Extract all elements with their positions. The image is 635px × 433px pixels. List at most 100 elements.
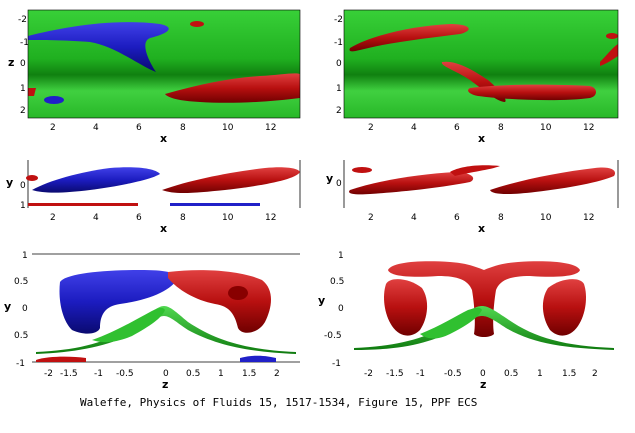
tick-label: 0 [20,181,26,191]
red-streak [490,167,616,195]
y-axis-label: y [6,176,13,189]
tick-label: 0 [480,369,486,379]
y-axis-label: y [326,172,333,185]
panel-top-left: -2 -1 0 1 2 z 2 4 6 8 10 12 x [8,9,301,145]
tick-label: 8 [180,213,186,223]
x-ticks: 2 4 6 8 10 12 [50,213,276,223]
tick-label: 6 [136,123,142,133]
x-axis-label: x [160,132,167,145]
blue-blob [44,96,64,104]
tick-label: -1 [416,369,425,379]
tick-label: 2 [20,106,26,116]
tick-label: 1.5 [562,369,576,379]
red-blob [26,175,38,181]
tick-label: 2 [368,123,374,133]
tick-label: 8 [498,123,504,133]
tick-label: 1 [336,84,342,94]
tick-label: 0 [336,59,342,69]
panel-bot-left: 1 0.5 0 0.5 -1 y -2 -1.5 -1 -0.5 0 0.5 1… [4,251,300,391]
tick-label: -0.5 [324,331,342,341]
tick-label: 2 [336,106,342,116]
tick-label: 0 [163,369,169,379]
figure-caption: Waleffe, Physics of Fluids 15, 1517-1534… [80,396,477,409]
tick-label: 10 [222,123,234,133]
tick-label: 10 [540,213,552,223]
tick-label: 0.5 [14,331,28,341]
x-axis-label: z [162,378,168,391]
red-fragment [28,88,36,96]
red-streak [450,165,500,176]
tick-label: -2 [18,15,27,25]
tick-label: 0 [20,59,26,69]
x-ticks: 2 4 6 8 10 12 [368,213,594,223]
tick-label: 12 [265,213,276,223]
tick-label: 10 [540,123,552,133]
tick-label: 2 [50,123,56,133]
tick-label: 0.5 [504,369,518,379]
tick-label: 0.5 [186,369,200,379]
y-ticks: 0 [336,179,342,189]
tick-label: 6 [454,123,460,133]
red-vortex-left [384,279,428,336]
tick-label: -1 [94,369,103,379]
tick-label: -1 [334,38,343,48]
red-streak [28,203,138,206]
x-axis-label: z [480,378,486,391]
y-ticks: -2 -1 0 1 2 [334,15,343,116]
x-ticks: -2 -1.5 -1 -0.5 0 0.5 1 1.5 2 [44,369,280,379]
tick-label: -2 [334,15,343,25]
y-axis-label: y [4,300,11,313]
tick-label: 12 [583,213,594,223]
tick-label: 1 [537,369,543,379]
blue-vortex-tube [59,270,178,334]
red-streak [349,172,474,195]
green-sheet-face [92,307,165,343]
tick-label: 1 [20,84,26,94]
green-sheet [354,306,614,350]
tick-label: -1 [20,38,29,48]
tick-label: 1 [22,251,28,261]
tick-label: -1.5 [386,369,404,379]
tick-label: 8 [180,123,186,133]
tick-label: -1 [332,359,341,369]
blue-streak [28,22,169,72]
panel-top-right: -2 -1 0 1 2 2 4 6 8 10 12 x [334,9,619,145]
x-axis-label: x [160,222,167,235]
y-ticks: 1 0.5 0 -0.5 -1 [324,251,344,369]
y-ticks: -2 -1 0 1 2 [18,15,29,116]
tick-label: 6 [136,213,142,223]
red-streak [36,356,86,362]
tick-label: -0.5 [116,369,134,379]
tick-label: 2 [368,213,374,223]
red-blob [352,167,372,173]
tick-label: 1.5 [242,369,256,379]
x-ticks: -2 -1.5 -1 -0.5 0 0.5 1 1.5 2 [364,369,598,379]
blue-streak [32,167,160,193]
tick-label: 6 [454,213,460,223]
red-blob [190,21,204,27]
tick-label: 8 [498,213,504,223]
red-vortex-right [542,279,586,336]
tick-label: 1 [20,201,26,211]
y-axis-label: y [318,294,325,307]
tick-label: 4 [93,213,99,223]
tick-label: 2 [274,369,280,379]
green-sheet [36,306,296,354]
red-vortex-core [228,286,248,300]
tick-label: 2 [50,213,56,223]
y-ticks: 1 0.5 0 0.5 -1 [14,251,28,369]
red-streak [468,84,596,101]
tick-label: 12 [583,123,594,133]
tick-label: 0 [336,179,342,189]
x-ticks: 2 4 6 8 10 12 [368,123,594,133]
tick-label: -2 [44,369,53,379]
panel-mid-left: 0 1 y 2 4 6 8 10 12 x [6,160,301,235]
red-arch [388,261,580,337]
red-streak [165,73,300,103]
blue-streak [170,203,260,206]
red-streak [600,44,618,66]
panel-mid-right: 0 y 2 4 6 8 10 12 x [326,160,619,235]
y-axis-label: z [8,56,14,69]
green-sheet-face [420,307,482,339]
red-streak [162,167,300,194]
